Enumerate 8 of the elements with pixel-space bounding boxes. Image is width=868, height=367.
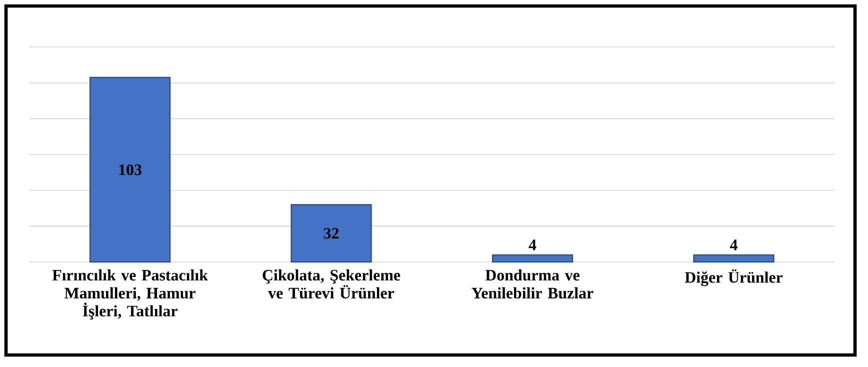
data-label: 32 xyxy=(324,228,339,239)
x-tick-label: Diğer Ürünler xyxy=(684,269,783,286)
data-label: 4 xyxy=(730,240,738,250)
data-label: 103 xyxy=(119,164,142,176)
x-tick-label: Dondurma ve Yenilebilir Buzlar xyxy=(472,269,594,299)
x-tick-label: Çikolata, Şekerleme ve Türevi Ürünler xyxy=(262,269,400,299)
x-tick-label: Fırıncılık ve Pastacılık Mamulleri, Hamur İşleri, Tatlılar xyxy=(52,269,208,320)
data-label: 4 xyxy=(528,240,536,250)
